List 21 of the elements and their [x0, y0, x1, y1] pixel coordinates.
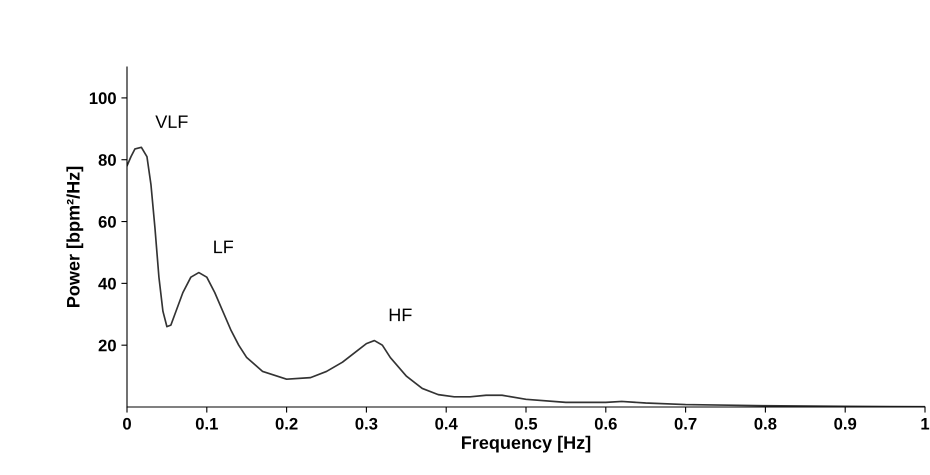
x-axis-title: Frequency [Hz]: [462, 436, 590, 453]
x-tick-label: 0.4: [435, 418, 458, 430]
y-tick-label: 80: [98, 154, 116, 166]
y-axis-title: Power [bpm²/Hz]: [66, 166, 84, 308]
x-tick-label: 0.3: [355, 418, 378, 430]
x-tick-label: 0.8: [754, 418, 776, 430]
y-tick-label: 40: [98, 278, 116, 290]
x-tick-label: 1: [921, 418, 930, 430]
y-tick-label: 20: [98, 340, 116, 352]
x-tick-label: 0.2: [276, 418, 298, 430]
x-tick-label: 0.5: [515, 418, 538, 430]
y-tick-label: 100: [90, 92, 116, 104]
x-tick-label: 0.9: [834, 418, 856, 430]
annotation: VLF: [155, 116, 188, 128]
annotation: LF: [214, 240, 234, 254]
annotation: HF: [390, 308, 412, 322]
x-tick-label: 0.7: [674, 418, 696, 430]
x-tick-label: 0: [123, 418, 131, 430]
y-tick-label: 60: [98, 216, 116, 228]
x-tick-label: 0.6: [594, 418, 617, 430]
x-tick-label: 0.1: [196, 418, 218, 430]
